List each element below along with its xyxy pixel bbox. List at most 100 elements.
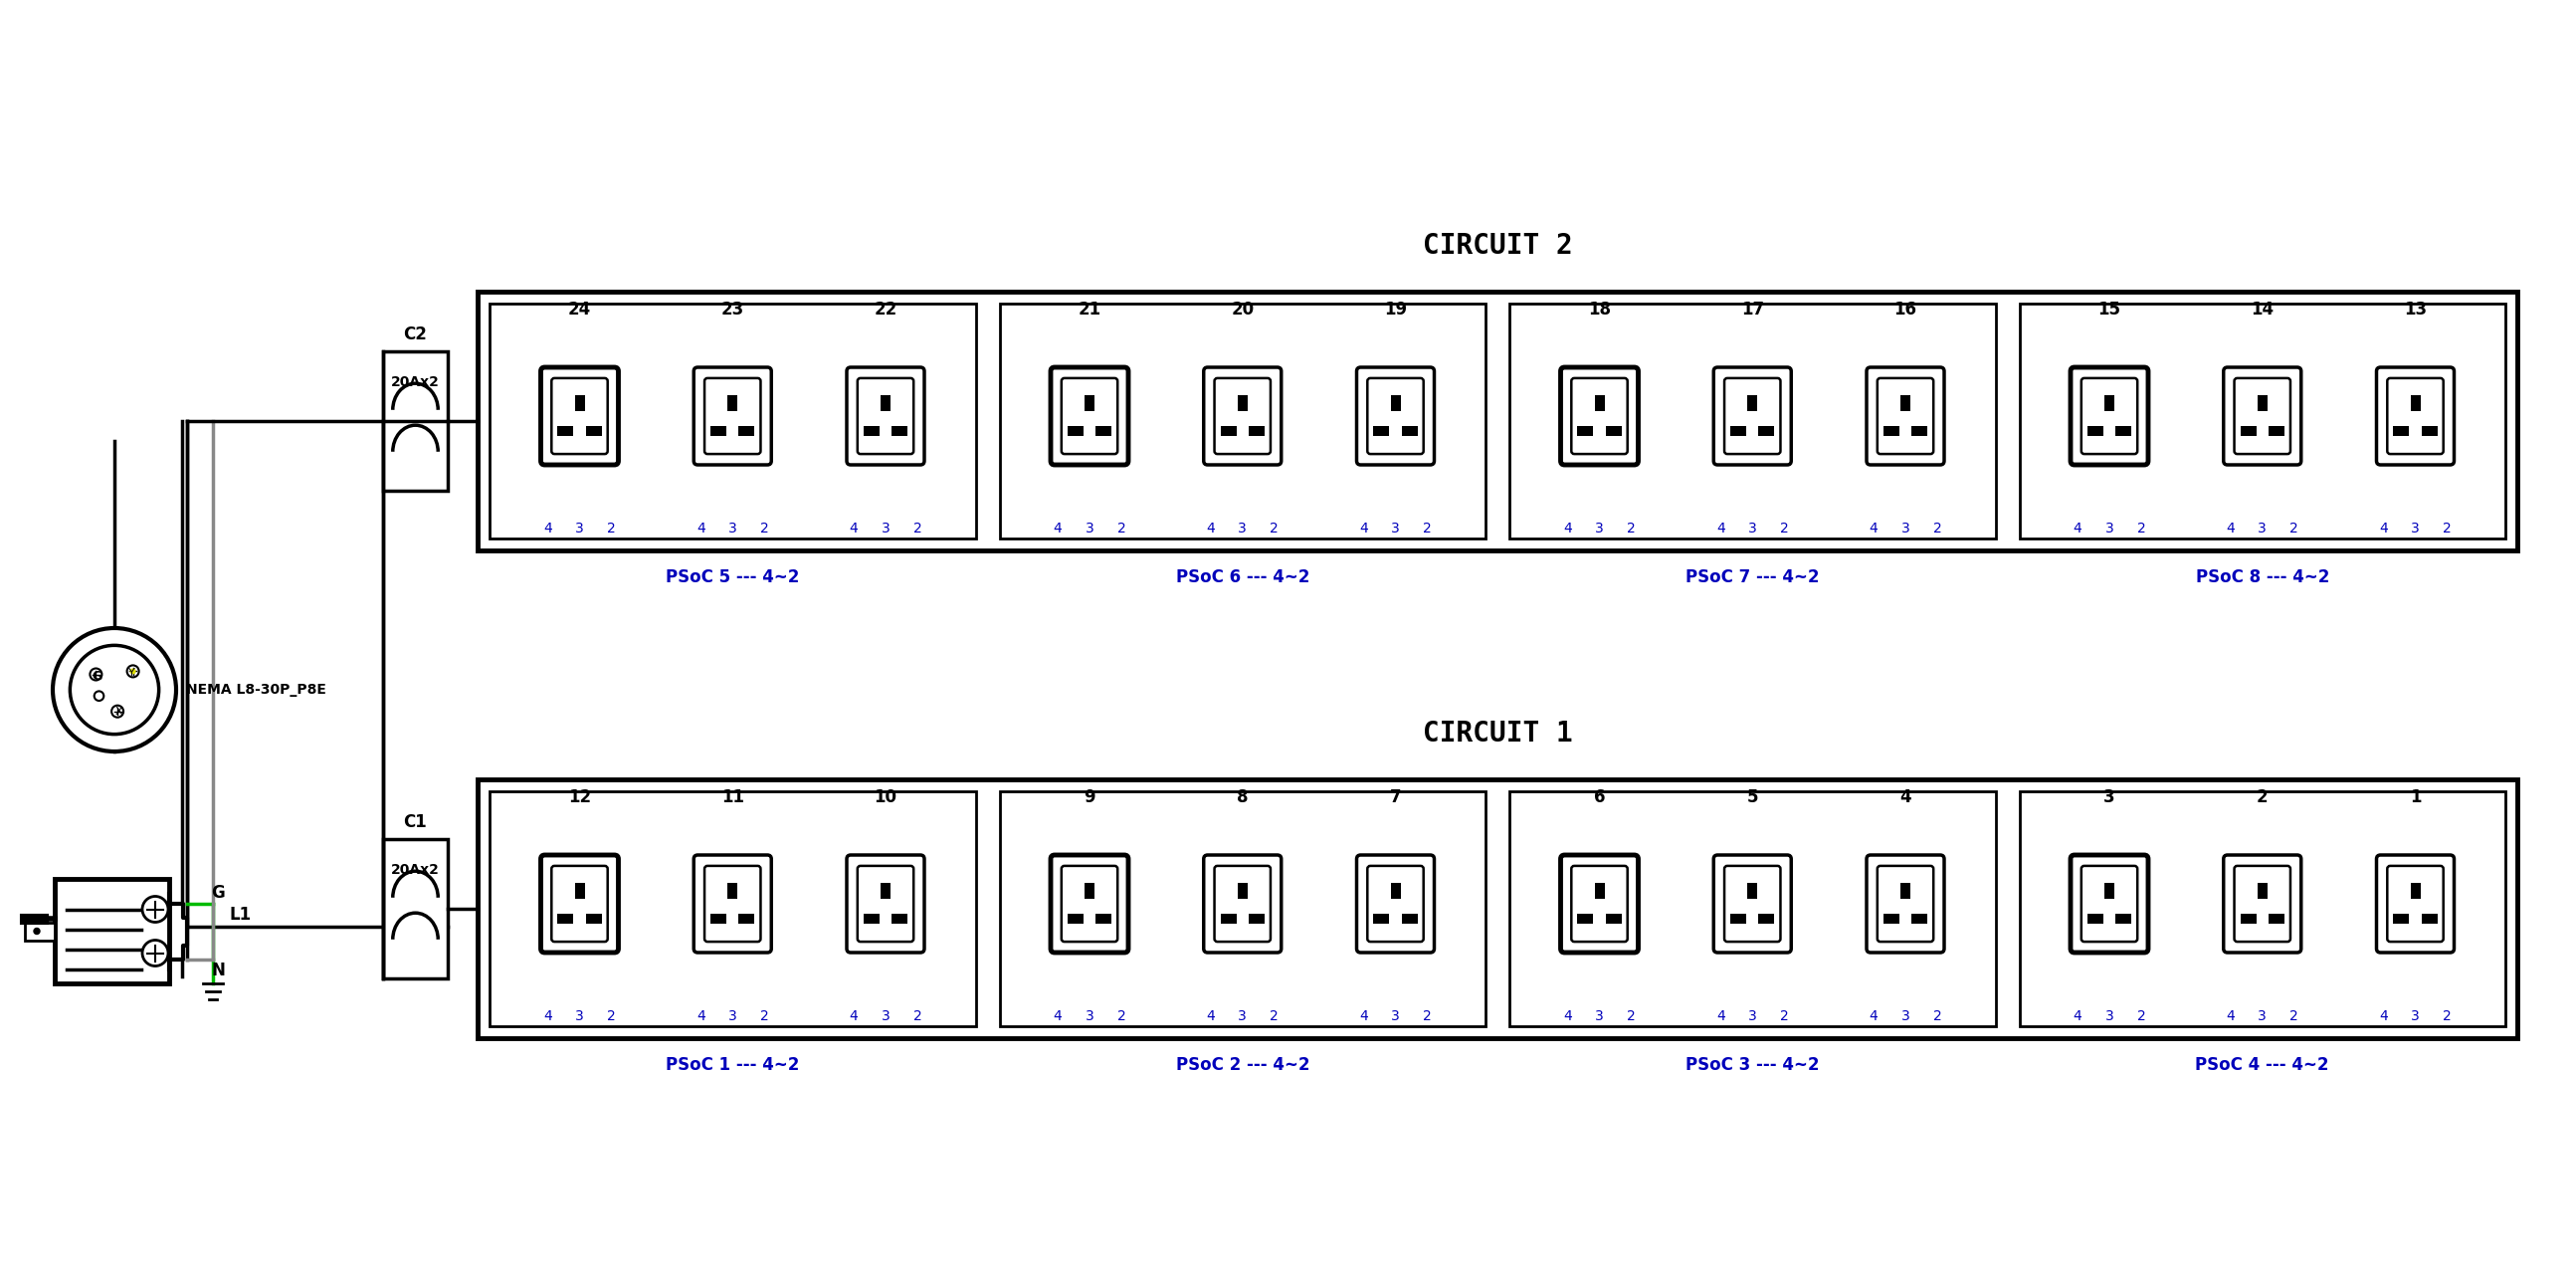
Text: 3: 3 (1749, 521, 1757, 535)
FancyBboxPatch shape (1061, 866, 1118, 942)
Bar (1759, 914, 1775, 924)
Bar (2105, 395, 2115, 412)
Text: 2: 2 (760, 1009, 768, 1023)
Bar (2257, 883, 2267, 900)
Bar (2411, 883, 2421, 900)
Bar (585, 426, 603, 436)
Text: 1: 1 (2409, 789, 2421, 806)
Bar (556, 914, 574, 924)
FancyBboxPatch shape (1571, 378, 1628, 454)
FancyBboxPatch shape (1051, 367, 1128, 465)
Bar (2269, 914, 2285, 924)
Circle shape (142, 896, 167, 923)
Text: C2: C2 (404, 326, 428, 344)
Text: 4: 4 (2074, 1009, 2081, 1023)
Bar (1373, 426, 1388, 436)
FancyBboxPatch shape (2223, 367, 2300, 465)
Text: G: G (211, 883, 224, 901)
FancyBboxPatch shape (551, 378, 608, 454)
Bar (711, 914, 726, 924)
FancyBboxPatch shape (1868, 367, 1945, 465)
Text: X: X (116, 707, 124, 717)
Text: 3: 3 (574, 1009, 585, 1023)
Text: PSoC 6 --- 4~2: PSoC 6 --- 4~2 (1175, 569, 1309, 587)
Bar (1391, 883, 1401, 900)
FancyBboxPatch shape (848, 367, 925, 465)
Bar (2269, 426, 2285, 436)
Text: 2: 2 (912, 1009, 922, 1023)
FancyBboxPatch shape (1713, 855, 1790, 952)
Bar (384, 839, 448, 978)
Text: 20Ax2: 20Ax2 (392, 862, 440, 876)
Text: 2: 2 (2257, 789, 2267, 806)
Bar (477, 292, 2517, 551)
Text: 2: 2 (1118, 521, 1126, 535)
Text: 3: 3 (1595, 1009, 1605, 1023)
Text: 3: 3 (1391, 521, 1399, 535)
Text: L1: L1 (229, 906, 250, 924)
Text: 4: 4 (544, 521, 551, 535)
FancyBboxPatch shape (2081, 866, 2138, 942)
FancyBboxPatch shape (2223, 855, 2300, 952)
Text: PSoC 2 --- 4~2: PSoC 2 --- 4~2 (1175, 1057, 1309, 1073)
Text: 18: 18 (1587, 301, 1610, 318)
Text: 6: 6 (1595, 789, 1605, 806)
Text: 4: 4 (1870, 1009, 1878, 1023)
Text: 3: 3 (2411, 1009, 2419, 1023)
Text: 12: 12 (569, 789, 590, 806)
Text: 2: 2 (1932, 1009, 1942, 1023)
Text: 4: 4 (850, 1009, 858, 1023)
Text: 2: 2 (1932, 521, 1942, 535)
Bar (881, 395, 891, 412)
Text: 3: 3 (2259, 521, 2267, 535)
Text: 14: 14 (2251, 301, 2275, 318)
Bar (1066, 426, 1084, 436)
Bar (26, 923, 54, 940)
Text: 3: 3 (2105, 1009, 2115, 1023)
Text: 4: 4 (2380, 1009, 2388, 1023)
Text: C1: C1 (404, 813, 428, 831)
Text: 3: 3 (2259, 1009, 2267, 1023)
Text: 3: 3 (2105, 521, 2115, 535)
FancyBboxPatch shape (1368, 378, 1425, 454)
Bar (1605, 914, 1620, 924)
Text: 3: 3 (1901, 521, 1909, 535)
Text: 4: 4 (1564, 521, 1571, 535)
FancyBboxPatch shape (1723, 378, 1780, 454)
FancyBboxPatch shape (703, 866, 760, 942)
Bar (1759, 426, 1775, 436)
Text: 2: 2 (608, 1009, 616, 1023)
Bar (1084, 395, 1095, 412)
Bar (881, 883, 891, 900)
Bar (2241, 426, 2257, 436)
FancyBboxPatch shape (858, 866, 914, 942)
Bar (1911, 914, 1927, 924)
Text: NEMA L8-30P_P8E: NEMA L8-30P_P8E (185, 683, 327, 696)
Bar (2421, 914, 2437, 924)
Bar (1221, 914, 1236, 924)
FancyBboxPatch shape (1878, 866, 1935, 942)
Bar (1249, 426, 1265, 436)
Bar (711, 426, 726, 436)
Text: 20Ax2: 20Ax2 (392, 375, 440, 389)
Text: CIRCUIT 1: CIRCUIT 1 (1422, 719, 1571, 748)
Text: 11: 11 (721, 789, 744, 806)
Text: 4: 4 (696, 521, 706, 535)
Bar (489, 792, 976, 1026)
Text: 4: 4 (1564, 1009, 1571, 1023)
Text: 4: 4 (1054, 1009, 1061, 1023)
Bar (1510, 304, 1996, 538)
FancyBboxPatch shape (1868, 855, 1945, 952)
FancyBboxPatch shape (1561, 855, 1638, 952)
FancyBboxPatch shape (2378, 855, 2455, 952)
Text: CIRCUIT 2: CIRCUIT 2 (1422, 232, 1571, 260)
Bar (1401, 426, 1417, 436)
Text: PSoC 5 --- 4~2: PSoC 5 --- 4~2 (665, 569, 799, 587)
Text: 4: 4 (2380, 521, 2388, 535)
Text: 3: 3 (1084, 521, 1095, 535)
Bar (2393, 914, 2409, 924)
Bar (1391, 395, 1401, 412)
Circle shape (111, 705, 124, 717)
Text: 21: 21 (1077, 301, 1100, 318)
Text: 2: 2 (1780, 521, 1788, 535)
